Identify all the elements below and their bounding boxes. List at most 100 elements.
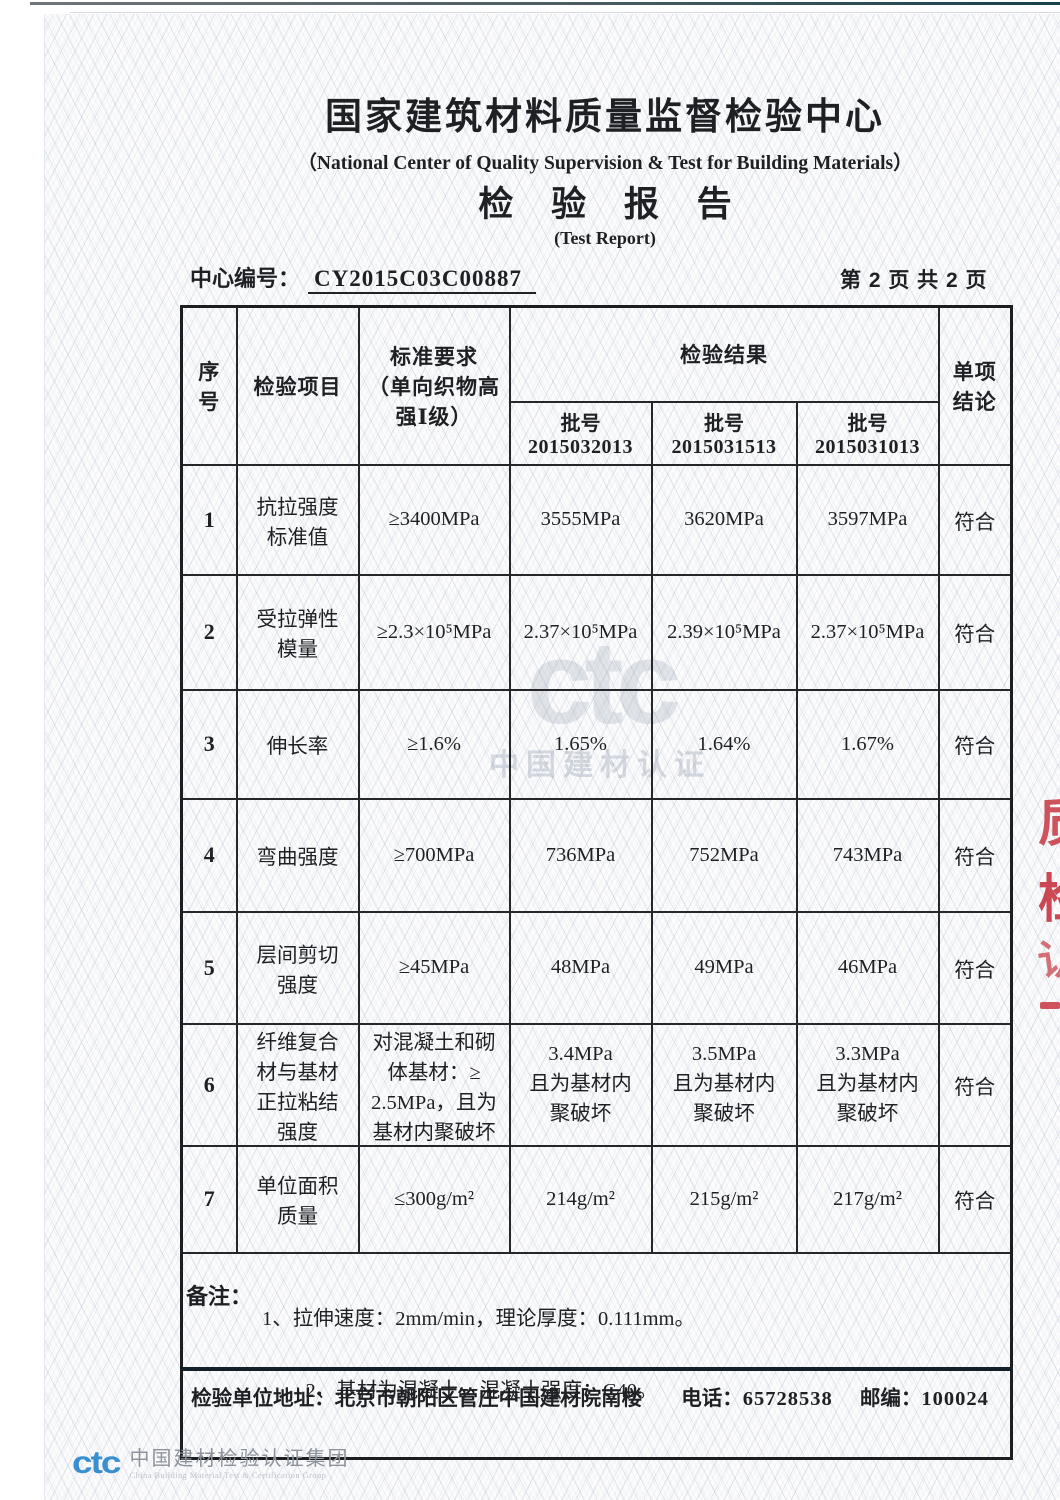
notes-cell: 备注： 1、拉伸速度：2mm/min，理论厚度：0.111mm。 2、基材为混凝… [180,1251,1013,1460]
seal-fragment-dash [1040,1002,1060,1009]
cell-item: 层间剪切 强度 [235,910,360,1025]
cell-conclusion: 符合 [937,688,1013,800]
batch-header-1: 批号 2015032013 [508,400,653,466]
report-title-cn: 检 验 报 告 [478,185,746,224]
cell-seq: 2 [180,573,238,691]
table-row: 6 纤维复合 材与基材 正拉粘结 强度 对混凝土和砌 体基材：≥ 2.5MPa，… [180,1022,1013,1147]
col-header-results: 检验结果 [508,305,940,403]
cell-seq: 4 [180,797,238,913]
cell-result-1: 214g/m² [508,1144,653,1254]
cell-conclusion: 符合 [937,797,1013,913]
cell-item: 抗拉强度 标准值 [235,463,360,576]
cell-item: 弯曲强度 [235,797,360,913]
batch-label: 批号 [704,413,744,435]
batch-number-2: 2015031513 [671,436,777,458]
cell-result-1: 48MPa [508,910,653,1025]
notes-label: 备注： [186,1283,253,1309]
cell-seq: 6 [180,1022,238,1147]
cell-conclusion: 符合 [937,1022,1013,1147]
table-header-row-2: 批号 2015032013 批号 2015031513 批号 2015031013 [182,400,1012,466]
cell-standard: ≥700MPa [357,797,511,913]
seal-fragment-1: 质 [1038,796,1060,852]
col-header-item: 检验项目 [235,305,360,466]
cell-result-3: 743MPa [795,797,940,913]
report-title-en: (Test Report) [554,228,656,248]
cell-result-2: 3620MPa [650,463,798,576]
cell-conclusion: 符合 [937,910,1013,1025]
cell-standard: ≥2.3×10⁵MPa [357,573,511,691]
note-line-2: 2、基材为混凝土，混凝土强度：C40。 [305,1379,658,1402]
cell-standard: ≤300g/m² [357,1144,511,1254]
cell-seq: 5 [180,910,238,1025]
footer-phone: 65728538 [742,1388,833,1410]
footer-zip-label: 邮编： [859,1388,922,1410]
cell-result-1: 736MPa [508,797,653,913]
batch-number-1: 2015032013 [528,436,633,458]
cell-result-1: 3555MPa [508,463,653,576]
cell-result-2: 752MPa [650,797,798,913]
cell-standard: ≥3400MPa [357,463,511,576]
cell-result-2: 3.5MPa 且为基材内 聚破坏 [650,1022,798,1147]
results-table: 序 号 检验项目 标准要求 （单向织物高 强Ⅰ级） 检验结果 单项 结论 批号 2… [180,305,1013,1460]
center-name-cn: 国家建筑材料质量监督检验中心 [325,96,885,137]
cell-result-2: 49MPa [650,910,798,1025]
cell-seq: 1 [180,463,238,576]
footer-address: 检验单位地址：北京市朝阳区管庄中国建材院南楼 [191,1388,643,1410]
notes-row: 备注： 1、拉伸速度：2mm/min，理论厚度：0.111mm。 2、基材为混凝… [180,1251,1013,1460]
report-meta-row: 中心编号： CY2015C03C00887 [190,261,1010,294]
cell-result-1: 3.4MPa 且为基材内 聚破坏 [508,1022,653,1147]
cell-standard: ≥1.6% [357,688,511,800]
table-row: 5 层间剪切 强度 ≥45MPa 48MPa 49MPa 46MPa 符合 [180,910,1013,1025]
cell-seq: 3 [180,688,238,800]
table-row: 2 受拉弹性 模量 ≥2.3×10⁵MPa 2.37×10⁵MPa 2.39×1… [180,573,1013,691]
col-header-conclusion: 单项 结论 [937,305,1013,466]
report-no-label: 中心编号： [190,266,301,291]
cell-item: 受拉弹性 模量 [235,573,360,691]
cell-item: 伸长率 [235,688,360,800]
scan-top-edge-line-2 [70,12,1060,13]
table-row: 3 伸长率 ≥1.6% 1.65% 1.64% 1.67% 符合 [180,688,1013,800]
col-header-seq: 序 号 [180,305,238,466]
cell-result-2: 2.39×10⁵MPa [650,573,798,691]
cell-result-3: 3.3MPa 且为基材内 聚破坏 [795,1022,940,1147]
batch-header-2: 批号 2015031513 [650,400,798,466]
cell-standard: 对混凝土和砌 体基材：≥ 2.5MPa，且为 基材内聚破坏 [357,1022,511,1147]
table-row: 4 弯曲强度 ≥700MPa 736MPa 752MPa 743MPa 符合 [180,797,1013,913]
seal-fragment-2: 检 [1038,872,1060,928]
batch-header-3: 批号 2015031013 [795,400,940,466]
batch-label: 批号 [847,413,888,435]
scan-top-edge-line [30,2,1060,5]
cell-result-1: 2.37×10⁵MPa [508,573,653,691]
cell-result-2: 1.64% [650,688,798,800]
cell-result-3: 2.37×10⁵MPa [795,573,940,691]
cell-result-3: 1.67% [795,688,940,800]
table-row: 1 抗拉强度 标准值 ≥3400MPa 3555MPa 3620MPa 3597… [180,463,1013,576]
cell-result-2: 215g/m² [650,1144,798,1254]
cell-item: 单位面积 质量 [235,1144,360,1254]
ctc-logo: ctc 中国建材检验认证集团 China Building Material T… [72,1445,349,1480]
note-line-1: 1、拉伸速度：2mm/min，理论厚度：0.111mm。 [262,1308,695,1331]
cell-item: 纤维复合 材与基材 正拉粘结 强度 [235,1022,360,1147]
cell-conclusion: 符合 [937,573,1013,691]
cell-result-3: 3597MPa [795,463,940,576]
report-no-value: CY2015C03C00887 [308,266,536,294]
batch-number-3: 2015031013 [815,436,920,458]
table-header-row-1: 序 号 检验项目 标准要求 （单向织物高 强Ⅰ级） 检验结果 单项 结论 [180,305,1013,466]
cell-result-3: 217g/m² [795,1144,940,1254]
center-name-en: （National Center of Quality Supervision … [297,153,913,174]
cell-conclusion: 符合 [937,463,1013,576]
ctc-logo-text: 中国建材检验认证集团 China Building Material Test … [129,1448,349,1480]
page-indicator: 第 2 页 共 2 页 [840,269,988,292]
footer-contact-row: 检验单位地址：北京市朝阳区管庄中国建材院南楼 电话：65728538 邮编：10… [150,1381,1030,1411]
ctc-logo-mark: ctc [72,1445,122,1480]
footer-zip: 100024 [921,1388,989,1410]
cell-result-3: 46MPa [795,910,940,1025]
footer-divider-line [180,1367,1012,1371]
cell-seq: 7 [180,1144,238,1254]
cell-conclusion: 符合 [937,1144,1013,1254]
col-header-standard: 标准要求 （单向织物高 强Ⅰ级） [357,305,511,466]
cell-standard: ≥45MPa [357,910,511,1025]
batch-label: 批号 [560,413,601,435]
table-row: 7 单位面积 质量 ≤300g/m² 214g/m² 215g/m² 217g/… [180,1144,1013,1254]
